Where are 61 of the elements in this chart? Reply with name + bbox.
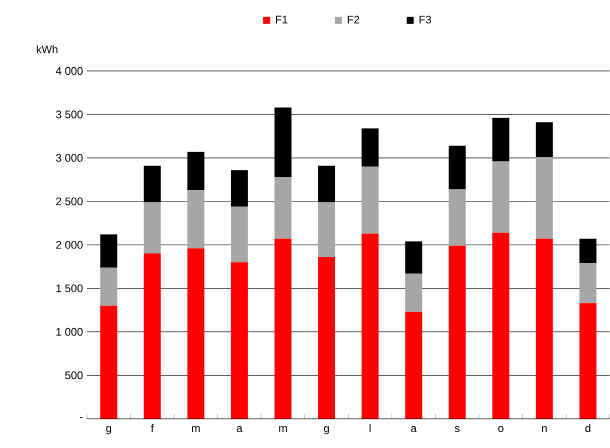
bar	[579, 238, 596, 264]
y-tick-label: 3 000	[56, 154, 83, 162]
x-tick-label: a	[411, 426, 417, 432]
bar	[187, 190, 204, 248]
legend-label: F1	[276, 16, 288, 24]
bar	[362, 166, 379, 234]
bar	[405, 241, 422, 274]
x-tick-label: m	[192, 426, 200, 432]
bar	[318, 257, 336, 419]
bar	[536, 157, 553, 239]
bar	[100, 268, 118, 306]
bar	[492, 118, 510, 162]
bar	[274, 108, 292, 178]
y-tick-label: 2 000	[56, 241, 83, 249]
bar	[144, 166, 161, 202]
bar	[318, 202, 336, 258]
bar	[362, 128, 379, 167]
bar	[274, 177, 292, 239]
y-tick-label: -	[80, 417, 83, 418]
bar	[492, 161, 510, 233]
bar	[100, 306, 118, 419]
bar	[187, 248, 204, 419]
x-tick-label: d	[585, 424, 590, 432]
legend-label: F3	[420, 16, 432, 24]
bar	[144, 254, 161, 419]
y-tick-label: 4 000	[56, 67, 83, 75]
bar	[230, 262, 248, 419]
x-tick-label: s	[454, 426, 460, 432]
x-tick-label: g	[106, 426, 112, 434]
bar	[318, 166, 336, 202]
y-tick-label: 2 500	[56, 198, 83, 206]
bar	[492, 232, 510, 419]
x-tick-label: a	[236, 426, 242, 432]
bar	[187, 152, 204, 190]
x-tick-label: o	[498, 426, 504, 432]
y-tick-label: 1 000	[56, 328, 83, 336]
bar	[448, 146, 466, 190]
bar	[448, 246, 466, 419]
bar	[536, 238, 553, 419]
x-tick-label: m	[279, 426, 287, 432]
x-tick-label: f	[150, 424, 154, 432]
bar	[405, 312, 422, 419]
bar	[362, 234, 379, 419]
legend-label: F2	[348, 16, 360, 24]
y-tick-label: 3 500	[56, 110, 83, 118]
bar	[144, 202, 161, 254]
y-tick-label: 500	[65, 372, 83, 380]
bar	[230, 170, 248, 207]
bar	[579, 263, 596, 304]
bar	[448, 189, 466, 246]
bar	[405, 274, 422, 312]
bar	[100, 234, 118, 268]
bar	[536, 122, 553, 158]
bar	[230, 206, 248, 262]
y-tick-label: 1 500	[56, 284, 83, 292]
bar	[274, 238, 292, 419]
x-tick-label: l	[370, 424, 371, 432]
x-tick-label: g	[324, 426, 329, 434]
y-axis-title: kWh	[36, 45, 58, 54]
bar	[579, 303, 596, 419]
x-tick-label: n	[542, 426, 547, 432]
